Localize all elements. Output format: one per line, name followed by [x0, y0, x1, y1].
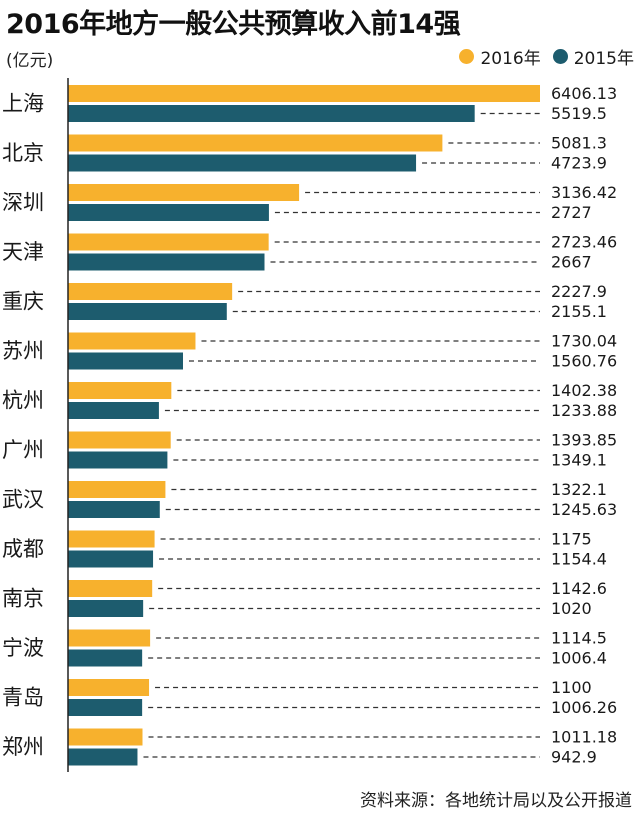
- legend-dot-2015: [552, 49, 568, 64]
- bar: [68, 253, 265, 271]
- value-label: 5081.3: [551, 134, 607, 153]
- bar: [68, 679, 150, 696]
- value-label: 1245.63: [551, 500, 617, 519]
- legend: 2016年 2015年: [447, 44, 634, 69]
- value-label: 1142.6: [551, 579, 607, 598]
- bar: [68, 431, 171, 449]
- value-label: 1006.4: [551, 649, 607, 668]
- category-label: 郑州: [2, 735, 44, 759]
- category-label: 南京: [2, 587, 44, 611]
- bar: [68, 550, 154, 568]
- value-label: 1322.1: [551, 480, 607, 499]
- value-label: 1393.85: [551, 431, 617, 450]
- category-label: 上海: [2, 92, 44, 116]
- bar: [68, 402, 159, 419]
- legend-label-2016: 2016年: [480, 49, 541, 69]
- category-label: 青岛: [2, 686, 44, 710]
- unit-label: (亿元): [6, 51, 54, 71]
- bar: [68, 154, 417, 172]
- value-label: 1730.04: [551, 332, 617, 351]
- bar: [68, 233, 269, 251]
- value-label: 3136.42: [551, 183, 617, 202]
- category-label: 北京: [2, 141, 44, 165]
- legend-label-2015: 2015年: [573, 49, 634, 69]
- bar: [68, 649, 143, 667]
- category-label: 武汉: [2, 488, 44, 512]
- value-label: 1011.18: [551, 728, 617, 747]
- bar: [68, 85, 540, 102]
- legend-dot-2016: [459, 49, 475, 64]
- value-label: 1154.4: [551, 550, 607, 569]
- bar: [68, 600, 144, 617]
- value-label: 1233.88: [551, 401, 617, 420]
- value-label: 2667: [551, 253, 592, 272]
- chart-title: 2016年地方一般公共预算收入前14强: [6, 9, 461, 40]
- bar: [68, 451, 168, 469]
- value-label: 1560.76: [551, 352, 617, 371]
- bar: [68, 748, 138, 766]
- category-label: 重庆: [2, 290, 44, 314]
- value-label: 1402.38: [551, 381, 617, 400]
- value-label: 1100: [551, 678, 592, 697]
- value-label: 2155.1: [551, 302, 607, 321]
- value-label: 2723.46: [551, 233, 617, 252]
- category-label: 深圳: [2, 191, 44, 215]
- bar: [68, 382, 172, 399]
- bar: [68, 105, 475, 122]
- bar: [68, 352, 183, 370]
- bar: [68, 134, 443, 152]
- value-label: 2727: [551, 203, 592, 222]
- value-label: 6406.13: [551, 84, 617, 103]
- bar: [68, 501, 160, 518]
- bar: [68, 728, 143, 746]
- category-label: 杭州: [2, 389, 44, 413]
- value-label: 1175: [551, 530, 592, 549]
- bar: [68, 332, 196, 350]
- bar: [68, 530, 155, 548]
- bar: [68, 629, 151, 647]
- value-label: 5519.5: [551, 104, 607, 123]
- bar: [68, 303, 227, 320]
- category-label: 成都: [2, 537, 44, 561]
- bar: [68, 184, 300, 201]
- value-label: 942.9: [551, 748, 597, 767]
- category-label: 天津: [2, 240, 44, 264]
- category-label: 宁波: [2, 636, 44, 660]
- bar: [68, 204, 269, 221]
- value-label: 1006.26: [551, 698, 617, 717]
- value-label: 1020: [551, 599, 592, 618]
- category-label: 苏州: [2, 339, 44, 363]
- bar: [68, 283, 233, 300]
- source-note: 资料来源：各地统计局以及公开报道: [360, 791, 632, 811]
- value-label: 2227.9: [551, 282, 607, 301]
- value-label: 1349.1: [551, 451, 607, 470]
- bar: [68, 699, 143, 716]
- bar: [68, 481, 166, 498]
- value-label: 1114.5: [551, 629, 607, 648]
- value-label: 4723.9: [551, 154, 607, 173]
- category-label: 广州: [2, 438, 44, 462]
- bar: [68, 580, 153, 597]
